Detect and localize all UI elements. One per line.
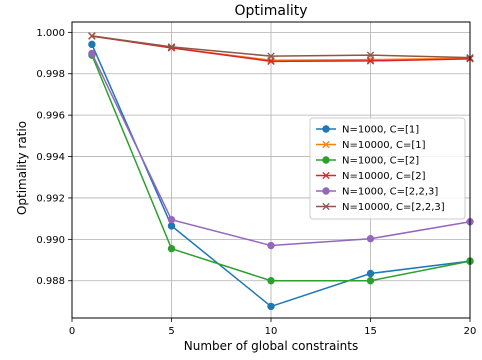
data-point	[88, 32, 96, 40]
data-point	[366, 57, 375, 65]
legend-entry: N=1000, C=[2,2,3]	[316, 187, 438, 198]
data-point	[167, 244, 176, 253]
y-tick-label: 1.000	[36, 28, 65, 39]
y-tick-label: 0.992	[36, 193, 65, 204]
data-point	[267, 277, 275, 285]
legend-label: N=10000, C=[2]	[342, 171, 426, 182]
legend-marker	[322, 202, 330, 211]
legend-entry: N=1000, C=[2]	[316, 156, 419, 167]
data-point	[88, 40, 96, 49]
y-tick-label: 0.996	[36, 111, 65, 122]
legend-marker	[322, 140, 330, 149]
legend-marker	[322, 171, 330, 180]
data-point	[88, 49, 96, 58]
legend-marker	[322, 156, 330, 164]
legend-entry: N=10000, C=[2]	[316, 171, 426, 182]
series-6	[88, 32, 474, 62]
legend-label: N=1000, C=[2]	[342, 156, 419, 167]
x-tick-label: 10	[265, 326, 278, 337]
x-tick-label: 0	[69, 326, 75, 337]
axis-ticks: 0 5 10 15 20 0.988 0.990 0.992 0.994 0.996 0.998 1.…	[36, 28, 476, 337]
legend: N=1000, C=[1] N=10000, C=[1] N=1000, C=[2]…	[309, 117, 466, 220]
data-point	[267, 52, 275, 60]
y-axis-label: Optimality ratio	[15, 121, 29, 215]
data-point	[267, 302, 275, 311]
data-point	[366, 51, 375, 59]
x-axis-label: Number of global constraints	[184, 339, 359, 353]
legend-label: N=10000, C=[2,2,3]	[342, 202, 445, 213]
legend-label: N=1000, C=[2,2,3]	[342, 187, 438, 198]
legend-entry: N=10000, C=[2,2,3]	[316, 202, 445, 213]
data-point	[366, 235, 375, 243]
series-layer	[88, 32, 474, 311]
data-point	[267, 241, 275, 250]
y-tick-label: 0.994	[36, 152, 65, 163]
series-line	[91, 35, 471, 59]
data-point	[366, 277, 375, 285]
legend-label: N=1000, C=[1]	[342, 125, 419, 136]
data-point	[167, 44, 176, 52]
chart-title: Optimality	[234, 3, 307, 19]
series-line	[91, 35, 471, 63]
y-tick-label: 0.988	[36, 276, 65, 287]
legend-entry: N=1000, C=[1]	[316, 125, 419, 136]
legend-box	[309, 117, 466, 220]
legend-entry: N=10000, C=[1]	[316, 140, 426, 151]
x-tick-label: 5	[168, 326, 174, 337]
data-point	[167, 43, 176, 51]
series-2	[88, 32, 474, 64]
legend-label: N=10000, C=[1]	[342, 140, 426, 151]
x-tick-label: 20	[464, 326, 477, 337]
y-tick-label: 0.990	[36, 235, 65, 246]
data-point	[167, 215, 176, 224]
data-point	[167, 222, 176, 230]
legend-marker	[322, 187, 330, 195]
y-tick-label: 0.998	[36, 69, 65, 80]
data-point	[366, 269, 375, 278]
legend-marker	[322, 125, 330, 133]
x-tick-label: 15	[364, 326, 377, 337]
